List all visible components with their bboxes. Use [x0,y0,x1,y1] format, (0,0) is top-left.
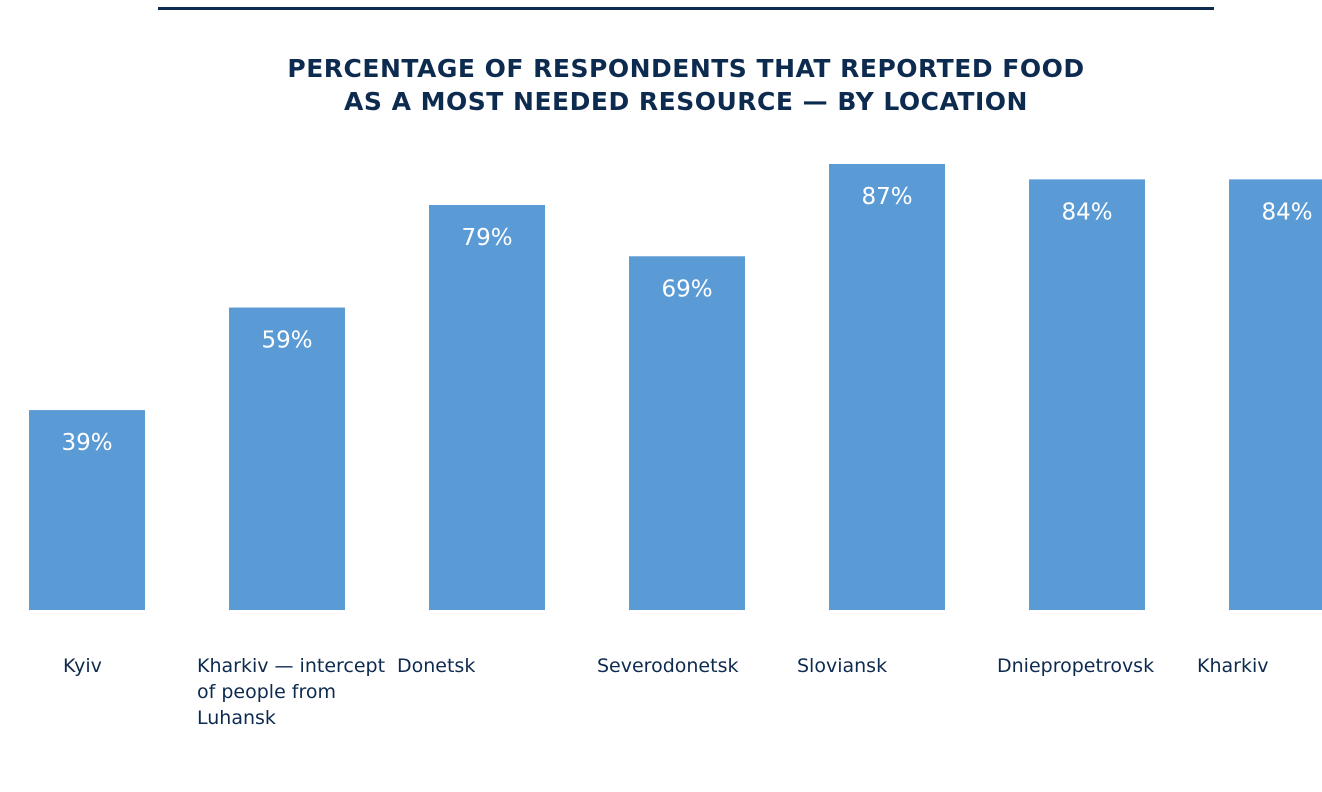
bar-1 [29,410,145,610]
category-label-7: Kharkiv [1197,655,1269,677]
category-label-1: Kyiv [63,655,102,677]
chart-title: PERCENTAGE OF RESPONDENTS THAT REPORTED … [160,52,1212,118]
bar-5 [829,164,945,610]
top-rule [158,7,1214,10]
bar-value-label-4: 69% [661,276,712,302]
bar-value-label-5: 87% [861,184,912,210]
category-label-5: Sloviansk [797,655,888,677]
category-label-2: Kharkiv — intercept of people from Luhan… [197,655,386,729]
bar-6 [1029,179,1145,610]
bar-value-label-7: 84% [1261,199,1312,225]
bar-4 [629,256,745,610]
bar-value-label-1: 39% [61,430,112,456]
category-label-4: Severodonetsk [597,655,739,677]
category-label-6: Dniepropetrovsk [997,655,1155,677]
bar-3 [429,205,545,611]
chart-title-line-2: AS A MOST NEEDED RESOURCE — BY LOCATION [344,87,1028,116]
bar-value-label-6: 84% [1061,199,1112,225]
bar-2 [229,307,345,610]
chart-title-line-1: PERCENTAGE OF RESPONDENTS THAT REPORTED … [287,54,1085,83]
bar-7 [1229,179,1322,610]
bar-value-label-2: 59% [261,328,312,354]
bar-value-label-3: 79% [461,225,512,251]
category-label-3: Donetsk [397,655,476,677]
